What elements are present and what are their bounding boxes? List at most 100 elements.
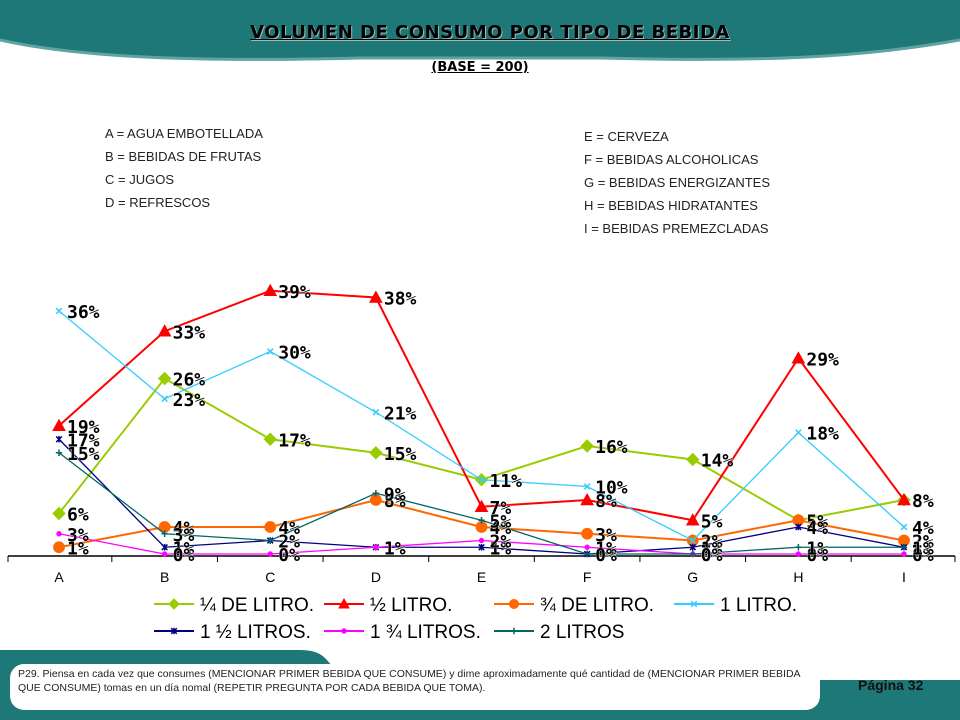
x-tick-label-e: E bbox=[477, 569, 486, 585]
data-label: 1% bbox=[384, 538, 406, 559]
data-point bbox=[161, 551, 168, 557]
data-label: 1% bbox=[490, 538, 512, 559]
data-point bbox=[580, 439, 594, 453]
data-point bbox=[161, 530, 168, 537]
key-item-c: C = JUGOS bbox=[105, 172, 174, 187]
data-label: 1% bbox=[384, 538, 406, 559]
x-tick-label-a: A bbox=[54, 569, 64, 585]
data-label: 0% bbox=[701, 545, 723, 566]
data-label: 2% bbox=[490, 532, 512, 553]
data-point bbox=[267, 551, 273, 557]
data-point bbox=[689, 550, 696, 558]
data-label: 2% bbox=[701, 532, 723, 553]
key-item-a: A = AGUA EMBOTELLADA bbox=[105, 126, 263, 141]
data-label: 33% bbox=[173, 322, 206, 343]
data-label: 3% bbox=[595, 525, 617, 546]
legend-entry-1: ¼ DE LITRO. bbox=[154, 595, 314, 616]
legend-label: ¾ DE LITRO. bbox=[540, 595, 654, 616]
key-item-d: D = REFRESCOS bbox=[105, 195, 211, 210]
x-tick-label-b: B bbox=[160, 569, 169, 585]
data-point bbox=[581, 527, 594, 540]
chart-legend: ¼ DE LITRO. ½ LITRO. ¾ DE LITRO. 1 LITRO. 1 … bbox=[154, 595, 797, 643]
series-2 bbox=[52, 283, 911, 526]
data-label: 2% bbox=[278, 532, 300, 553]
data-label: 4% bbox=[278, 518, 300, 539]
data-point bbox=[369, 446, 383, 460]
data-label: 36% bbox=[67, 302, 100, 323]
data-point bbox=[686, 452, 700, 467]
data-point bbox=[478, 543, 485, 551]
data-point bbox=[369, 290, 383, 303]
series-6 bbox=[56, 531, 907, 557]
data-point bbox=[795, 523, 802, 531]
data-point bbox=[372, 408, 380, 416]
data-label: 0% bbox=[701, 545, 723, 566]
series-labels-6: 3%0% 0% 1% 2% 1% 0% 0% 0% bbox=[67, 524, 934, 566]
data-label: 11% bbox=[490, 471, 523, 492]
data-label: 11% bbox=[490, 471, 523, 492]
x-tick-label-h: H bbox=[793, 569, 803, 585]
data-label: 4% bbox=[806, 518, 828, 539]
data-point bbox=[266, 348, 274, 355]
key-item-e: E = CERVEZA bbox=[584, 129, 669, 144]
data-label: 8% bbox=[384, 491, 406, 512]
legend-entry-6: 1 ¾ LITROS. bbox=[324, 622, 481, 643]
data-point bbox=[478, 476, 485, 484]
data-label: 15% bbox=[67, 444, 100, 465]
data-point bbox=[373, 544, 379, 550]
data-label: 6% bbox=[67, 505, 89, 526]
legend-entry-5: 1 ½ LITROS. bbox=[154, 622, 311, 643]
data-point bbox=[900, 544, 908, 551]
header-band bbox=[0, 0, 960, 62]
data-point bbox=[583, 483, 591, 490]
data-point bbox=[900, 523, 908, 531]
data-label: 5% bbox=[490, 511, 512, 532]
page-subtitle: (BASE = 200) bbox=[431, 60, 529, 75]
data-point bbox=[55, 307, 63, 315]
data-point bbox=[901, 551, 907, 557]
legend-swatch-marker bbox=[510, 627, 518, 635]
key-item-f: F = BEBIDAS ALCOHOLICAS bbox=[584, 152, 759, 167]
legend-swatch-marker bbox=[168, 598, 180, 610]
series-labels-7: 15%3% 2%9%5%0% 0% 1% 1% bbox=[67, 443, 934, 566]
data-label: 23% bbox=[173, 390, 206, 411]
data-label: 4% bbox=[173, 518, 195, 539]
data-point bbox=[263, 432, 277, 446]
data-label: 18% bbox=[806, 424, 839, 445]
data-label: 1% bbox=[701, 538, 723, 559]
data-point bbox=[53, 541, 65, 554]
data-label: 0% bbox=[912, 545, 934, 566]
legend-swatch-marker bbox=[341, 628, 347, 634]
data-label: 0% bbox=[173, 545, 195, 566]
legend-label: 2 LITROS bbox=[540, 622, 624, 643]
data-label: 8% bbox=[912, 491, 934, 512]
data-point bbox=[263, 283, 278, 297]
data-label: 0% bbox=[595, 545, 617, 566]
data-point bbox=[791, 351, 806, 364]
data-point bbox=[478, 517, 485, 524]
series-labels-4: 36% 23% 30% 21% 11% 10% 2% 18% 4% bbox=[67, 302, 934, 553]
data-label: 2% bbox=[912, 532, 934, 553]
data-label: 17% bbox=[67, 430, 100, 451]
legend-swatch-marker bbox=[690, 600, 698, 608]
category-key-left: A = AGUA EMBOTELLADA B = BEBIDAS DE FRUT… bbox=[105, 122, 263, 214]
data-point bbox=[795, 429, 802, 436]
data-point bbox=[689, 543, 697, 551]
data-point bbox=[56, 531, 62, 537]
data-point bbox=[584, 544, 590, 550]
x-tick-label-c: C bbox=[265, 569, 275, 585]
series-labels-2: 19% 33% 39% 38% 7% 8% 5% 29% 8% bbox=[67, 281, 934, 532]
data-label: 14% bbox=[701, 451, 734, 472]
data-point bbox=[157, 324, 172, 337]
footnote-question: P29. Piensa en cada vez que consumes (ME… bbox=[18, 668, 800, 694]
legend-swatch-marker bbox=[170, 627, 178, 635]
data-label: 7% bbox=[490, 498, 512, 519]
data-point bbox=[52, 418, 66, 432]
data-label: 2% bbox=[278, 532, 300, 553]
data-label: 10% bbox=[595, 478, 628, 499]
data-label: 1% bbox=[67, 538, 89, 559]
legend-label: 1 LITRO. bbox=[720, 595, 797, 616]
x-tick-label-f: F bbox=[583, 569, 592, 585]
data-point bbox=[55, 435, 63, 443]
legend-label: 1 ½ LITROS. bbox=[200, 622, 311, 643]
